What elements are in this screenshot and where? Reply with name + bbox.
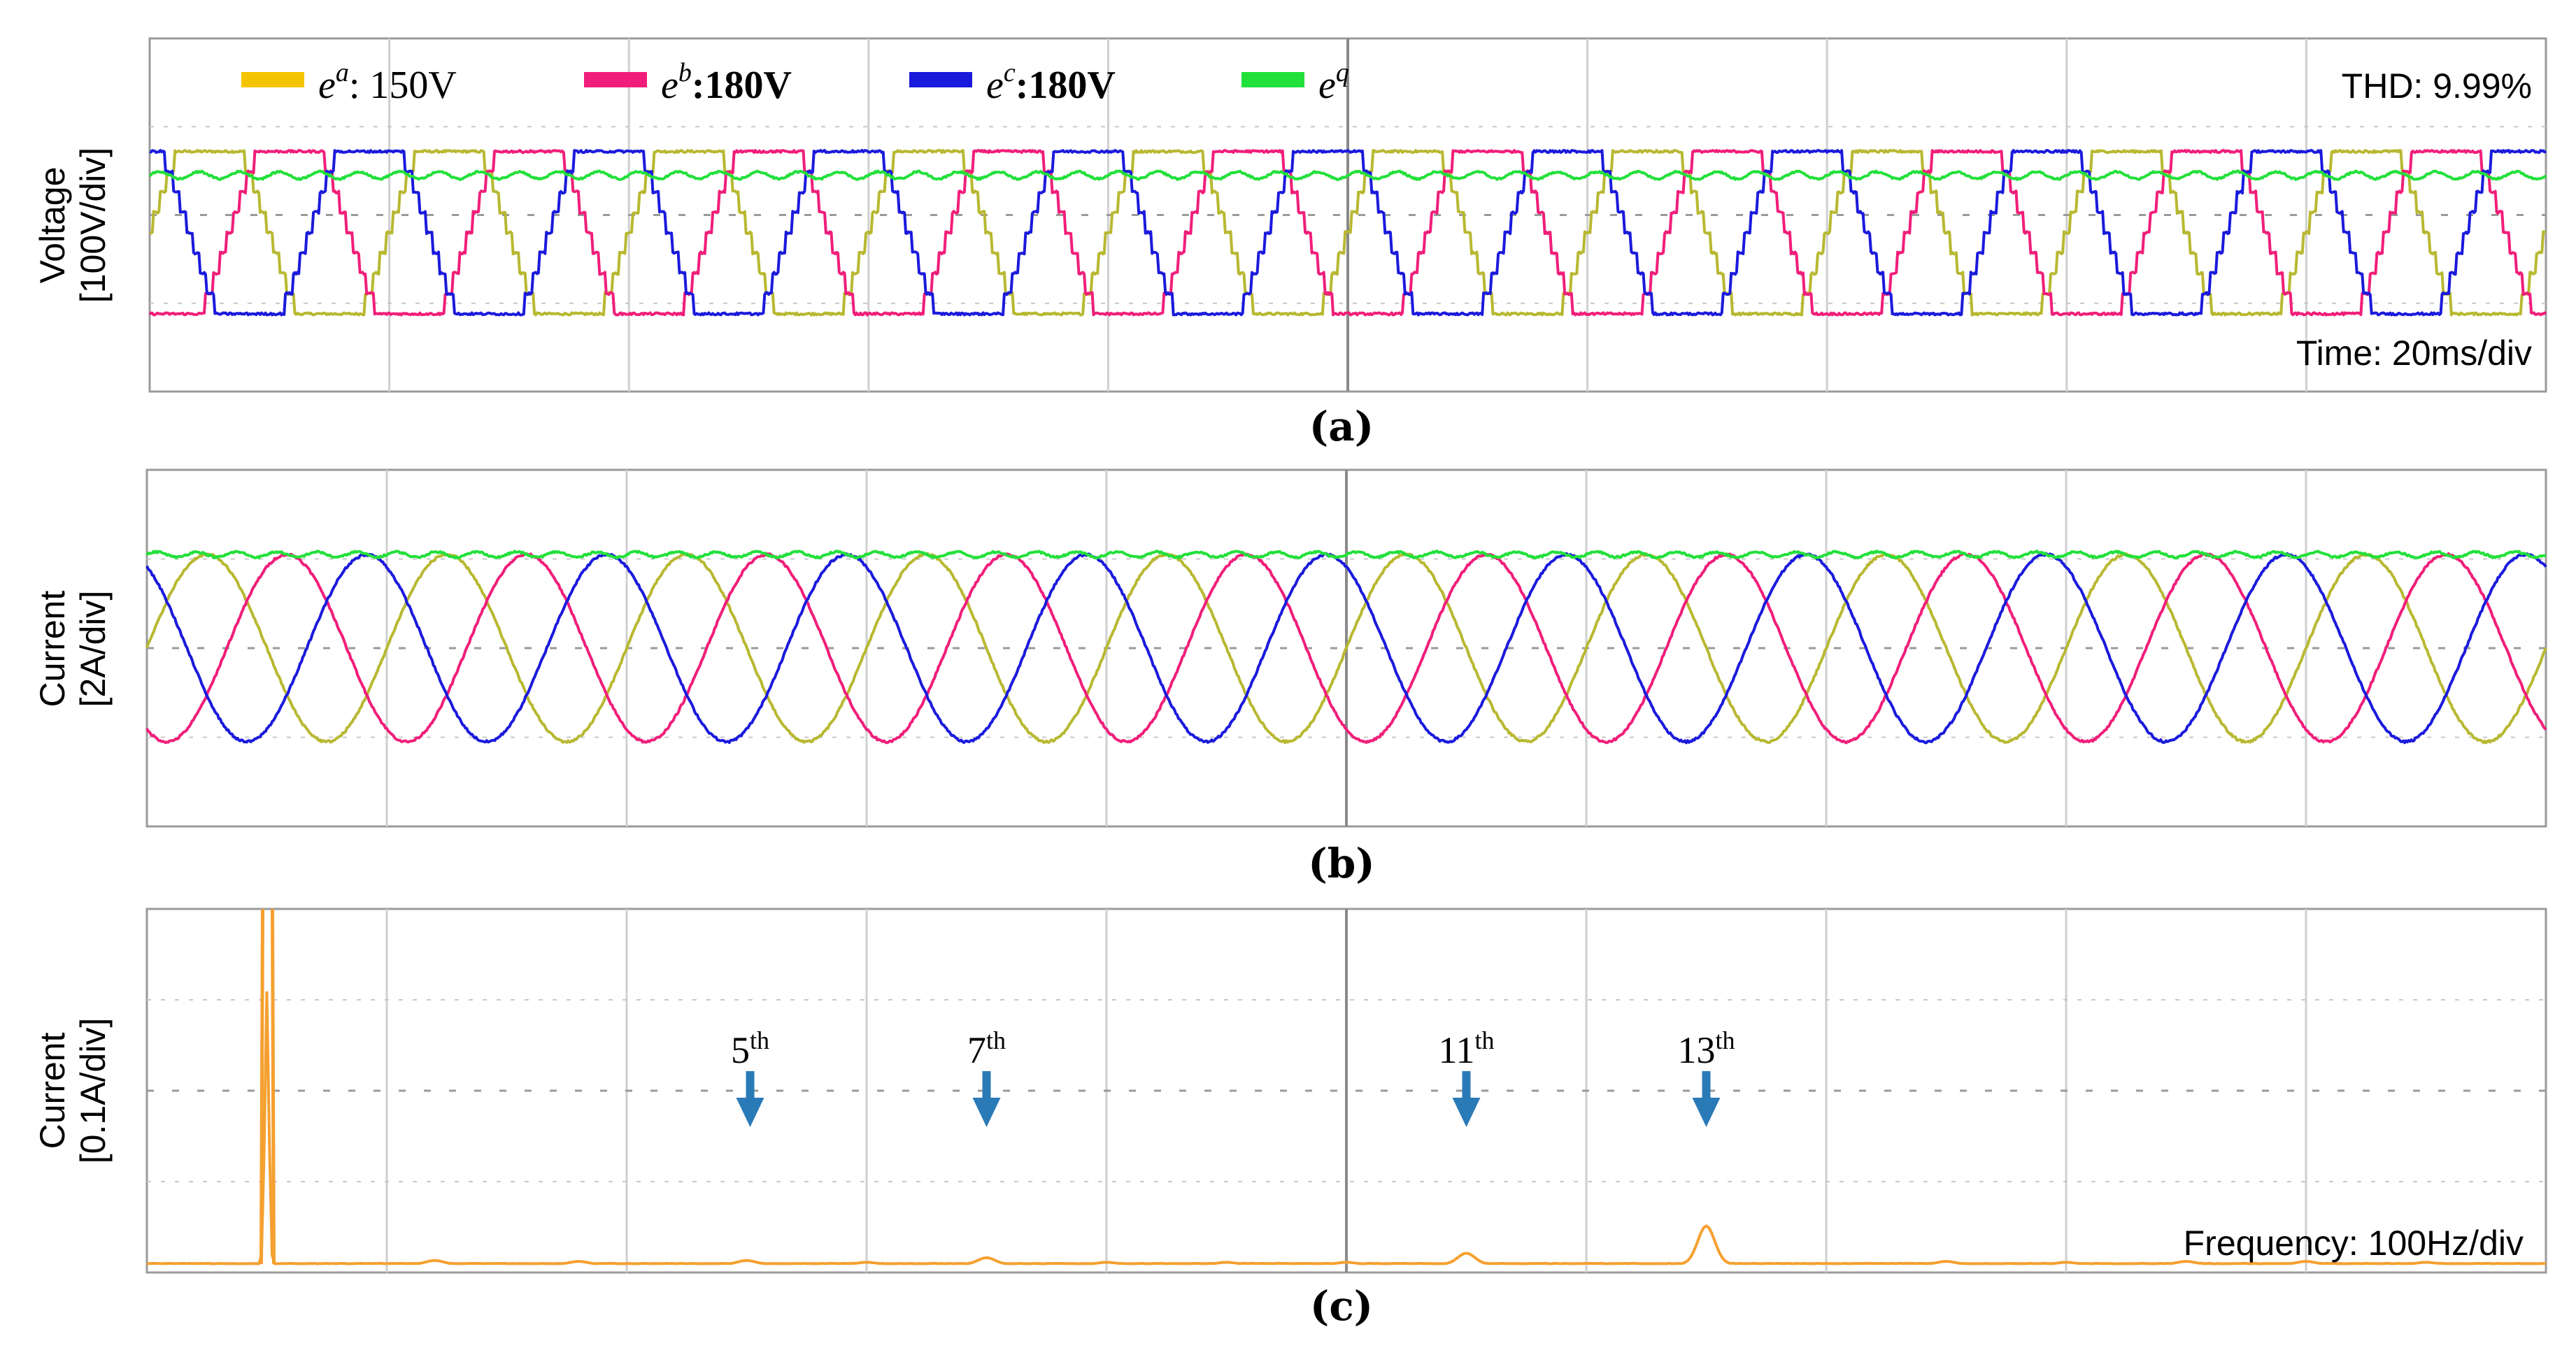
traces-b	[145, 550, 2547, 745]
y-label-b-line2: [2A/div]	[73, 591, 113, 708]
legend-item-ea: ea: 150V	[241, 58, 457, 107]
y-label-b-line1: Current	[33, 591, 72, 708]
legend-label: ec:180V	[986, 58, 1116, 107]
harmonic-marker-11: 11th	[1438, 1026, 1495, 1127]
trace-a-ec	[149, 149, 2547, 317]
panel-b: Current [2A/div] (b)	[33, 468, 2547, 887]
harmonic-arrow-head	[736, 1098, 764, 1127]
y-label-c-line1: Current	[33, 1033, 72, 1149]
harmonic-label-13: 13th	[1677, 1026, 1735, 1071]
caption-b: (b)	[1308, 840, 1374, 887]
y-label-a-line1: Voltage	[33, 167, 72, 284]
legend-a: ea: 150V eb:180V ec:180V eq	[241, 58, 1349, 107]
thd-label: THD: 9.99%	[2342, 66, 2532, 106]
legend-label: eb:180V	[661, 58, 792, 107]
trace-b-ia	[145, 552, 2547, 745]
y-label-a-line2: [100V/div]	[73, 148, 113, 303]
fundamental-spike	[259, 908, 276, 1265]
harmonic-marker-13: 13th	[1677, 1026, 1735, 1127]
caption-a: (a)	[1309, 403, 1374, 450]
harmonic-arrow-head	[972, 1098, 1001, 1127]
legend-item-ec: ec:180V	[909, 58, 1116, 107]
harmonic-arrow-shaft	[982, 1071, 991, 1102]
grid-c	[145, 908, 2547, 1274]
traces-c	[146, 908, 2546, 1266]
harmonic-arrow-shaft	[1462, 1071, 1471, 1102]
caption-c: (c)	[1310, 1282, 1373, 1330]
panel-c: 5th 7th 11th 13th Frequency: 100Hz/div Curr…	[33, 908, 2547, 1330]
harmonic-label-11: 11th	[1438, 1026, 1494, 1071]
legend-swatch	[909, 72, 972, 87]
harmonic-marker-5: 5th	[731, 1026, 769, 1127]
trace-b-ib	[145, 552, 2547, 745]
y-label-c-line2: [0.1A/div]	[73, 1018, 113, 1163]
legend-swatch	[584, 72, 647, 87]
spectrum-trace	[146, 991, 2546, 1266]
legend-item-eq: eq	[1241, 58, 1349, 107]
legend-swatch	[241, 72, 304, 87]
frequency-scale-label: Frequency: 100Hz/div	[2184, 1224, 2524, 1263]
traces-a	[148, 149, 2547, 317]
trace-a-eb	[148, 149, 2547, 317]
trace-b-ic	[145, 552, 2547, 745]
legend-item-eb: eb:180V	[584, 58, 792, 107]
harmonic-marker-7: 7th	[967, 1026, 1006, 1127]
legend-label: ea: 150V	[318, 58, 457, 107]
harmonic-arrow-shaft	[1702, 1071, 1711, 1102]
panel-a: ea: 150V eb:180V ec:180V eq THD: 9.99% Time…	[33, 37, 2547, 450]
harmonic-label-5: 5th	[731, 1026, 769, 1071]
harmonic-markers: 5th 7th 11th 13th	[731, 1026, 1735, 1127]
trace-b-iq	[145, 550, 2547, 560]
grid-a	[148, 37, 2547, 393]
harmonic-arrow-shaft	[746, 1071, 755, 1102]
trace-a-ea	[148, 149, 2547, 317]
legend-label: eq	[1318, 58, 1349, 107]
time-scale-label: Time: 20ms/div	[2296, 334, 2532, 373]
trace-a-eq	[148, 169, 2547, 181]
harmonic-arrow-head	[1692, 1098, 1721, 1127]
legend-swatch	[1241, 72, 1304, 87]
harmonic-arrow-head	[1452, 1098, 1481, 1127]
harmonic-label-7: 7th	[967, 1026, 1006, 1071]
